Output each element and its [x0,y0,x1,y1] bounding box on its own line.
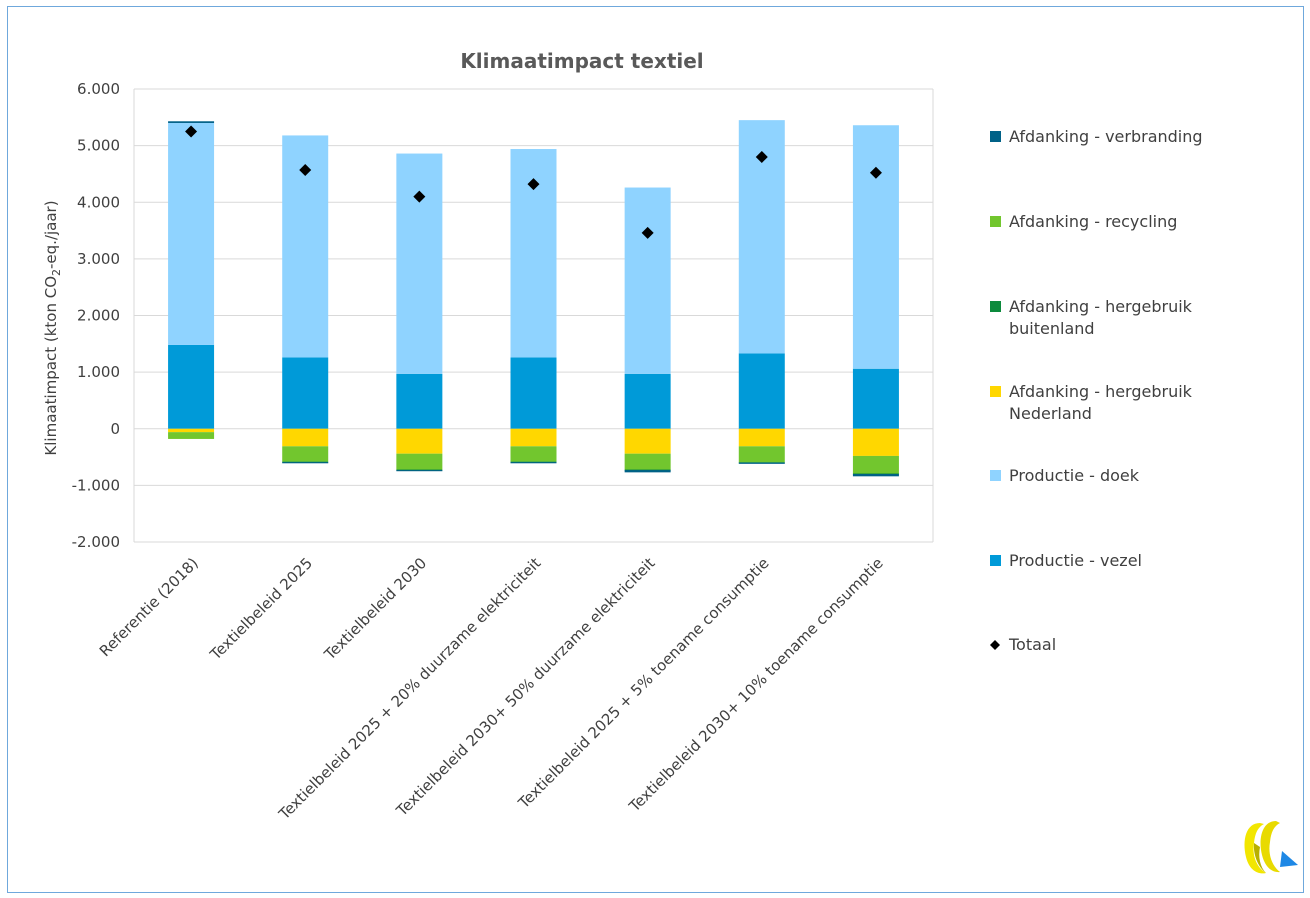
bar-segment [168,432,215,439]
bar-segment [852,125,899,369]
legend: Afdanking - verbranding Afdanking - recyc… [990,127,1203,654]
legend-label: Nederland [1009,404,1092,423]
totaal-point [527,178,540,191]
x-tick-label: Referentie (2018) [96,554,202,660]
x-tick-label: Textielbeleid 2030 [320,554,430,664]
bar-segment [396,428,443,454]
y-tick-label: 6.000 [77,80,120,98]
bar-segment [624,453,671,470]
grid [133,88,934,543]
bar-segment [738,462,785,464]
totaal-point [299,163,312,176]
legend-swatch [990,640,1000,650]
x-tick-label: Textielbeleid 2025 + 5% toename consumpt… [514,554,773,813]
legend-swatch [990,131,1001,142]
bar-segment [168,121,215,123]
legend-label: Afdanking - hergebruik [1009,297,1193,316]
bar-segment [282,461,329,463]
y-tick-label: 1.000 [77,363,120,381]
bar-segment [738,353,785,429]
bar-segment [510,446,557,462]
y-tick-label: -2.000 [72,533,120,551]
bar-segment [282,446,329,462]
legend-label: Productie - doek [1009,466,1140,485]
legend-label: Productie - vezel [1009,551,1142,570]
bar-segment [852,368,899,429]
x-tick-label: Textielbeleid 2025 + 20% duurzame elektr… [275,554,545,824]
bar-segment [396,453,443,470]
bar-segment [852,473,899,475]
x-tick-label: Textielbeleid 2025 [206,554,316,664]
legend-swatch [990,470,1001,481]
legend-label: Afdanking - verbranding [1009,127,1203,146]
bar-segment [624,187,671,374]
y-tick-label: 5.000 [77,137,120,155]
y-tick-label: 0 [110,420,120,438]
bar-segment [168,122,215,345]
legend-label: Afdanking - recycling [1009,212,1177,231]
x-tick-label: Textielbeleid 2030+ 50% duurzame elektri… [392,554,658,820]
bar-segment [282,428,329,447]
bar-segment [282,357,329,429]
legend-label: Totaal [1008,635,1056,654]
x-tick-label: Textielbeleid 2030+ 10% toename consumpt… [625,554,887,816]
bar-segment [624,428,671,454]
bar-segment [852,428,899,456]
totaal-point [185,125,198,138]
bar-segment [510,428,557,447]
bar-segment [396,153,443,374]
bar-segment [396,470,443,472]
chart-title: Klimaatimpact textiel [460,49,703,73]
bar-segment [738,462,785,464]
logo-icon [1244,821,1298,874]
bars [168,120,899,477]
legend-swatch [990,301,1001,312]
y-tick-label: -1.000 [72,476,120,494]
legend-swatch [990,386,1001,397]
totaal-point [641,226,654,239]
bar-segment [852,455,899,474]
legend-label: buitenland [1009,319,1095,338]
bar-segment [624,373,671,429]
bar-segment [624,469,671,471]
bar-segment [282,462,329,464]
y-ticks: -2.000 -1.000 0 1.000 2.000 3.000 4.000 5.000 6.… [72,80,120,551]
bar-segment [396,469,443,471]
bar-segment [738,446,785,463]
totaal-point [413,190,426,203]
totaal-markers [185,125,882,239]
y-axis-label: Klimaatimpact (kton CO2-eq./jaar) [42,200,63,455]
legend-swatch [990,216,1001,227]
bar-segment [624,470,671,473]
y-tick-label: 4.000 [77,193,120,211]
bar-segment [168,428,215,433]
y-tick-label: 2.000 [77,307,120,325]
y-tick-label: 3.000 [77,250,120,268]
totaal-point [869,166,882,179]
bar-segment [738,428,785,447]
legend-swatch [990,555,1001,566]
bar-segment [510,461,557,463]
bar-segment [168,344,215,429]
x-categories: Referentie (2018) Textielbeleid 2025 Texti… [96,554,887,824]
bar-segment [510,462,557,464]
bar-segment [396,373,443,429]
legend-label: Afdanking - hergebruik [1009,382,1193,401]
bar-segment [510,357,557,429]
bar-segment [852,474,899,477]
totaal-point [755,150,768,163]
